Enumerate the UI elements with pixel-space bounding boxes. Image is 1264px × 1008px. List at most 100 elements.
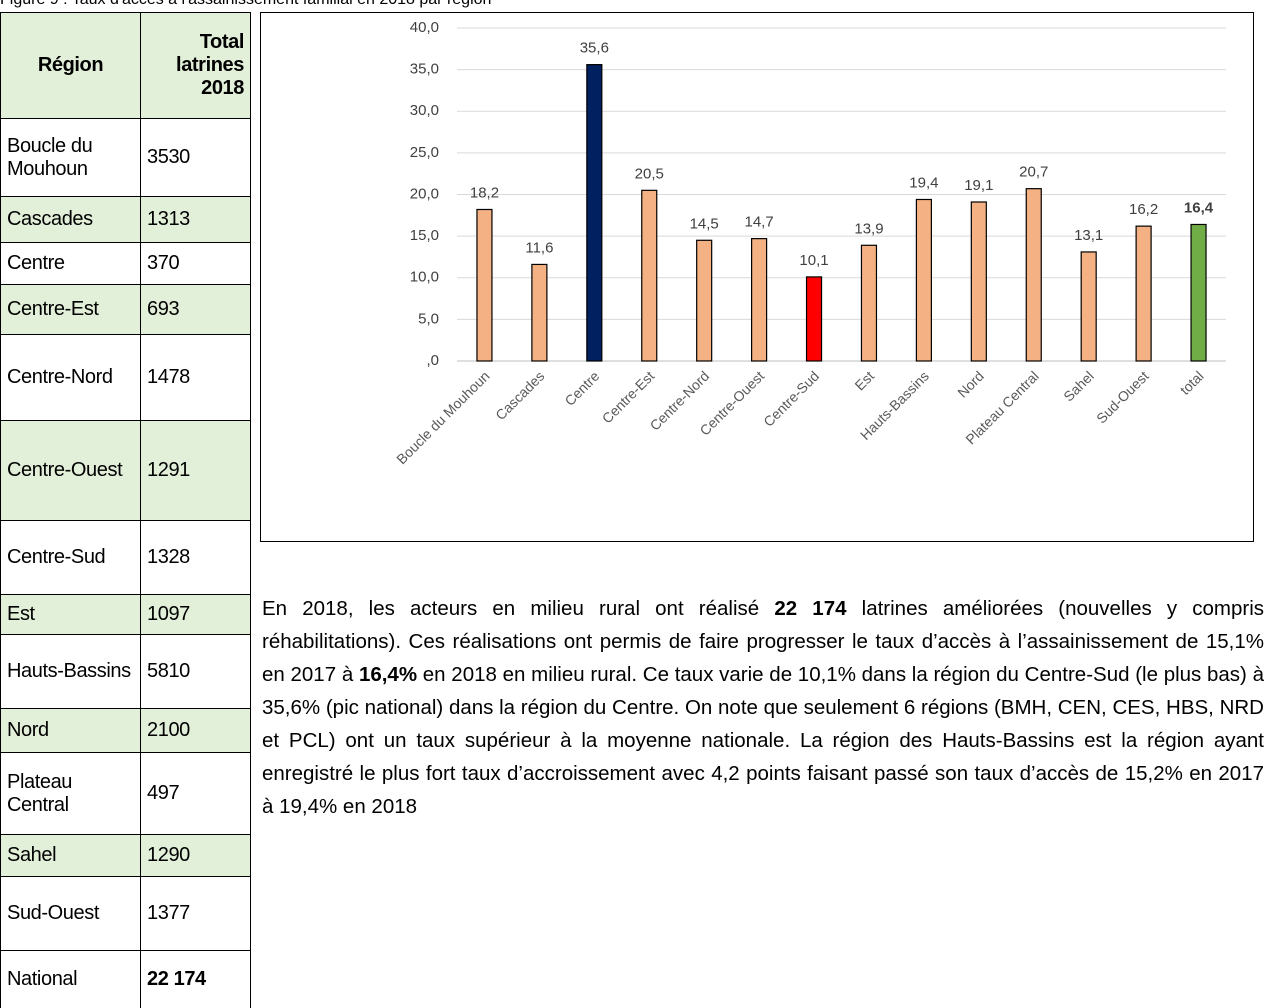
- table-row: Sud-Ouest 1377: [0, 876, 251, 951]
- y-tick-label: 20,0: [410, 185, 439, 202]
- table-row: Centre 370: [0, 242, 251, 285]
- y-tick-label: ,0: [426, 352, 439, 369]
- count-cell: 1478: [140, 334, 251, 421]
- count-cell: 693: [140, 284, 251, 335]
- region-cell: Plateau Central: [0, 752, 141, 835]
- region-cell: Cascades: [0, 196, 141, 243]
- x-tick-label: Cascades: [492, 368, 547, 423]
- paragraph-text: 22 174: [774, 597, 847, 620]
- data-label: 16,2: [1129, 201, 1158, 218]
- table-row: Sahel 1290: [0, 834, 251, 877]
- data-label: 20,5: [635, 165, 664, 182]
- y-tick-label: 30,0: [410, 102, 439, 119]
- table-row: Centre-Nord 1478: [0, 334, 251, 421]
- region-cell: National: [0, 950, 141, 1008]
- region-cell: Centre-Ouest: [0, 420, 141, 521]
- bar: [805, 276, 823, 362]
- x-tick-label: Centre-Est: [599, 368, 658, 427]
- bar: [970, 201, 987, 362]
- table-row: National 22 174: [0, 950, 251, 1008]
- table-row: Plateau Central 497: [0, 752, 251, 835]
- bar: [586, 64, 603, 362]
- y-tick-label: 10,0: [410, 269, 439, 286]
- data-label: 11,6: [525, 239, 553, 256]
- data-label: 14,5: [690, 215, 719, 232]
- count-cell: 1097: [140, 594, 251, 635]
- chart-frame: ,0 5,0 10,0 15,0 20,0 25,0 30,0 35,0 40,0 Boucle …: [260, 12, 1254, 542]
- x-tick-label: total: [1177, 368, 1207, 398]
- chart: ,0 5,0 10,0 15,0 20,0 25,0 30,0 35,0 40,0 Boucle …: [393, 19, 1226, 467]
- data-label: 18,2: [470, 184, 499, 201]
- table-row: Nord 2100: [0, 708, 251, 753]
- x-tick-label: Sud-Ouest: [1093, 368, 1152, 427]
- bar: [531, 263, 548, 362]
- count-cell: 497: [140, 752, 251, 835]
- y-tick-label: 5,0: [418, 310, 439, 327]
- latrine-table: Région Total latrines 2018 Boucle du Mouho…: [0, 12, 251, 1008]
- bar: [476, 208, 493, 362]
- y-tick-label: 35,0: [410, 61, 439, 78]
- x-tick-label: Boucle du Mouhoun: [393, 368, 492, 467]
- figure-caption: Figure 9 : Taux d'accès à l'assainisseme…: [0, 0, 491, 9]
- x-tick-label: Centre-Sud: [760, 368, 822, 430]
- bar: [751, 238, 768, 362]
- bar: [1190, 223, 1207, 362]
- table-row: Est 1097: [0, 594, 251, 635]
- table-row: Centre-Sud 1328: [0, 520, 251, 595]
- paragraph: En 2018, les acteurs en milieu rural ont…: [262, 592, 1264, 823]
- table-row: Centre-Est 693: [0, 284, 251, 335]
- table-row: Hauts-Bassins 5810: [0, 634, 251, 709]
- region-cell: Centre-Est: [0, 284, 141, 335]
- count-cell: 1290: [140, 834, 251, 877]
- count-cell: 370: [140, 242, 251, 285]
- region-cell: Centre-Sud: [0, 520, 141, 595]
- region-cell: Centre: [0, 242, 141, 285]
- y-tick-label: 40,0: [410, 19, 439, 36]
- data-label: 35,6: [580, 40, 609, 57]
- bar: [860, 244, 878, 362]
- table-row: Boucle du Mouhoun 3530: [0, 118, 251, 197]
- data-label: 13,1: [1074, 227, 1103, 244]
- bar: [1080, 251, 1097, 362]
- data-label: 13,9: [854, 220, 883, 237]
- header-cell: Total latrines 2018: [140, 12, 251, 119]
- paragraph-text: 16,4%: [358, 663, 418, 686]
- header-row: Région Total latrines 2018: [0, 12, 251, 119]
- count-cell: 5810: [140, 634, 251, 709]
- data-label: 10,1: [799, 252, 828, 269]
- bar: [915, 198, 932, 362]
- y-tick-label: 15,0: [410, 227, 439, 244]
- bar: [1025, 188, 1042, 362]
- x-tick-label: Centre: [561, 368, 602, 409]
- table-row: Centre-Ouest 1291: [0, 420, 251, 521]
- region-cell: Nord: [0, 708, 141, 753]
- x-tick-label: Sahel: [1060, 368, 1097, 405]
- bar: [696, 239, 713, 362]
- region-cell: Hauts-Bassins: [0, 634, 141, 709]
- count-cell: 1291: [140, 420, 251, 521]
- data-label: 19,1: [964, 177, 993, 194]
- paragraph-text: En 2018, les acteurs en milieu rural ont…: [262, 597, 775, 620]
- region-cell: Est: [0, 594, 141, 635]
- table-row: Cascades 1313: [0, 196, 251, 243]
- x-tick-label: Est: [851, 368, 877, 394]
- header-cell: Région: [0, 12, 141, 119]
- data-label: 20,7: [1019, 164, 1048, 181]
- data-label: 14,7: [745, 214, 774, 231]
- region-cell: Boucle du Mouhoun: [0, 118, 141, 197]
- paragraph-text: en 2018 en milieu rural. Ce taux varie d…: [262, 663, 1264, 818]
- count-cell: 1328: [140, 520, 251, 595]
- count-cell: 1377: [140, 876, 251, 951]
- paragraph-text: latrines améliorées (nouvelles y compris…: [262, 597, 1264, 686]
- y-tick-label: 25,0: [410, 144, 439, 161]
- region-cell: Sud-Ouest: [0, 876, 141, 951]
- x-tick-label: Nord: [954, 368, 987, 401]
- count-cell: 2100: [140, 708, 251, 753]
- bar: [1135, 225, 1152, 362]
- data-label: 16,4: [1184, 199, 1214, 216]
- region-cell: Sahel: [0, 834, 141, 877]
- count-cell: 22 174: [140, 950, 251, 1008]
- data-label: 19,4: [909, 174, 938, 191]
- count-cell: 3530: [140, 118, 251, 197]
